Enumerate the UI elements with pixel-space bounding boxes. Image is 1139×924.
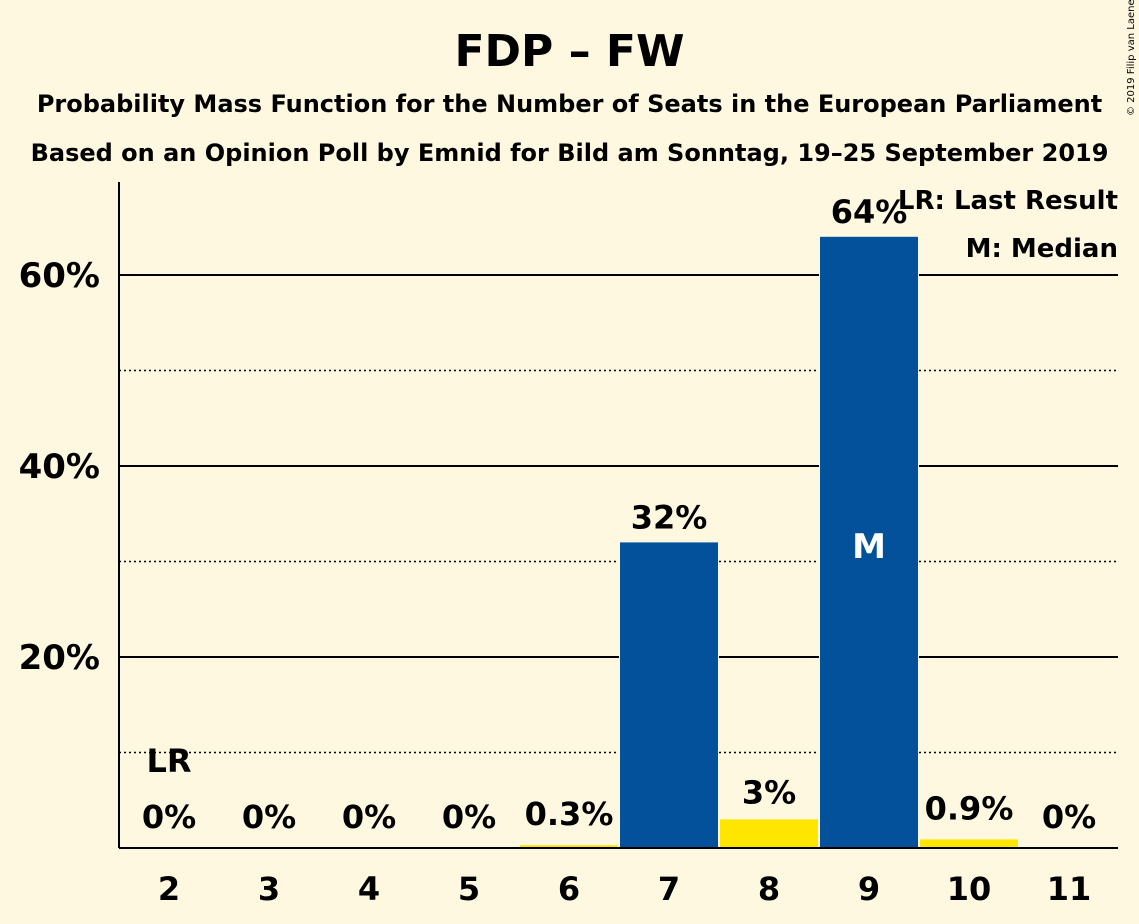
data-label-4: 0% [342,798,396,836]
data-labels: 0% LR 0% 0% 0% 0.3% 32% 3% 64% M 0.9% 0% [142,193,1096,836]
data-label-10: 0.9% [925,789,1014,827]
x-tick-label: 6 [558,870,580,908]
data-label-7: 32% [631,498,708,536]
y-tick-label: 20% [19,638,100,678]
bar-8 [720,819,818,848]
chart-title: FDP – FW [454,26,684,77]
y-tick-label: 40% [19,447,100,487]
x-tick-label: 7 [658,870,680,908]
legend-last-result: LR: Last Result [898,186,1118,216]
x-tick-label: 8 [758,870,780,908]
x-tick-label: 3 [258,870,280,908]
median-marker: M [852,527,886,567]
gridlines [119,274,1118,754]
data-label-8: 3% [742,773,796,811]
x-tick-label: 5 [458,870,480,908]
data-label-3: 0% [242,798,296,836]
data-label-5: 0% [442,798,496,836]
chart-subtitle-1: Probability Mass Function for the Number… [37,90,1102,118]
x-tick-label: 2 [158,870,180,908]
x-tick-label: 9 [858,870,880,908]
data-label-6: 0.3% [525,795,614,833]
x-tick-label: 4 [358,870,380,908]
last-result-marker: LR [146,742,191,780]
bar-6 [520,845,618,848]
bar-9 [820,236,918,849]
data-label-9: 64% [831,193,908,231]
data-label-2: 0% [142,798,196,836]
x-tick-label: 11 [1047,870,1092,908]
legend-median: M: Median [966,234,1118,264]
axes: 20% 40% 60% 2 3 4 5 6 7 8 9 10 11 [19,182,1118,908]
copyright-notice: © 2019 Filip van Laenen [1126,0,1137,116]
bars [519,234,1019,849]
bar-10 [920,839,1018,848]
data-label-11: 0% [1042,798,1096,836]
chart-subtitle-2: Based on an Opinion Poll by Emnid for Bi… [31,139,1109,167]
y-tick-label: 60% [19,256,100,296]
bar-7 [620,542,718,848]
x-tick-label: 10 [947,870,992,908]
